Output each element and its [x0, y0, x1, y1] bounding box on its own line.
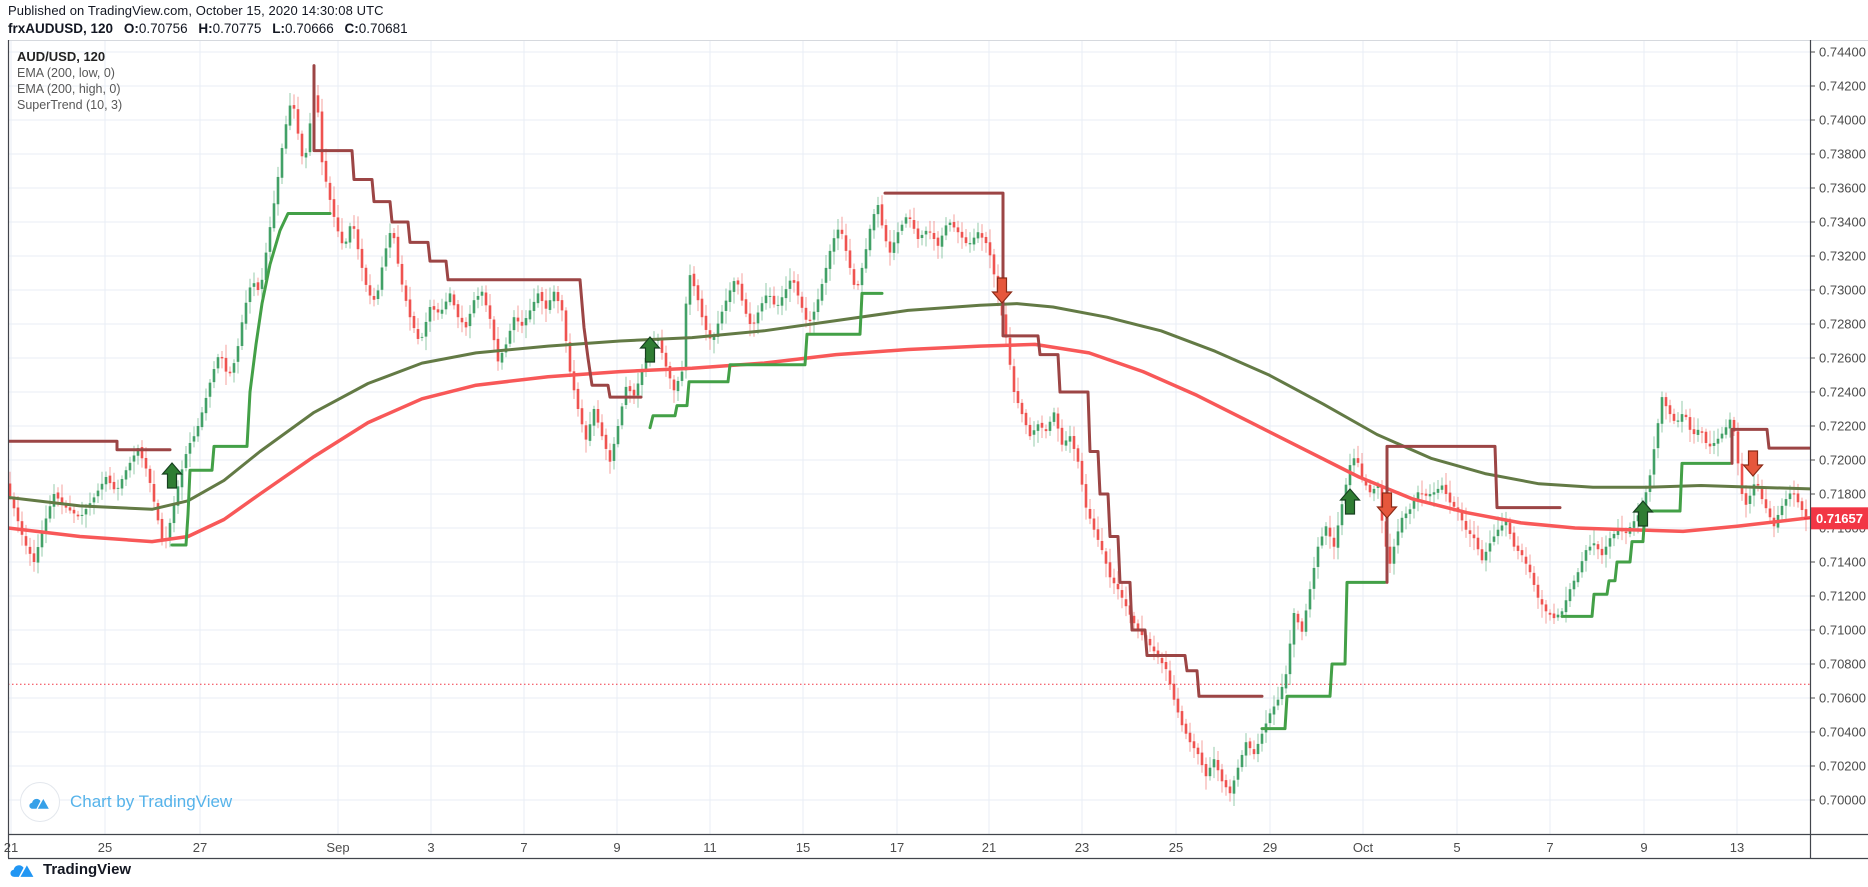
supertrend-down-segment — [1730, 427, 1810, 465]
watermark-label: Chart by TradingView — [70, 792, 233, 811]
price-tick-label: 0.73400 — [1819, 215, 1866, 230]
price-axis[interactable]: 0.74400 0.74200 0.74000 0.73800 0.73600 0.734… — [1804, 40, 1868, 858]
supertrend-line — [8, 64, 1810, 731]
legend-symbol-row[interactable]: AUD/USD, 120 — [17, 49, 106, 64]
time-tick-label: 21 — [4, 840, 18, 855]
time-axis[interactable]: 21 25 27 Sep 3 7 9 11 15 17 21 23 25 29 Oct 5 7 9 13 — [4, 840, 1744, 855]
chart-borders — [7, 40, 1868, 860]
legend: AUD/USD, 120 EMA (200, low, 0) EMA (200,… — [17, 49, 122, 113]
price-tick-label: 0.74000 — [1819, 113, 1866, 128]
time-tick-label: 7 — [520, 840, 527, 855]
time-tick-label: 3 — [427, 840, 434, 855]
footer-brand-label: TradingView — [43, 861, 132, 878]
time-tick-label: 9 — [613, 840, 620, 855]
time-tick-label: Oct — [1353, 840, 1374, 855]
ema-high-line — [8, 302, 1810, 511]
chart-header: Published on TradingView.com, October 15… — [8, 3, 408, 36]
time-tick-label: 23 — [1075, 840, 1089, 855]
legend-supertrend-row[interactable]: SuperTrend (10, 3) — [17, 98, 123, 112]
legend-ema-low-row[interactable]: EMA (200, low, 0) — [17, 66, 115, 80]
time-tick-label: Sep — [326, 840, 349, 855]
supertrend-down-segment — [8, 439, 172, 452]
price-tick-label: 0.71000 — [1819, 623, 1866, 638]
price-tick-label: 0.72600 — [1819, 351, 1866, 366]
close-label: C: — [344, 21, 359, 36]
price-tick-label: 0.72200 — [1819, 419, 1866, 434]
price-tick-label: 0.70000 — [1819, 793, 1866, 808]
price-tick-label: 0.70400 — [1819, 725, 1866, 740]
buy-arrow-icon — [639, 336, 661, 363]
price-tick-label: 0.73200 — [1819, 249, 1866, 264]
symbol-ohlc-line: frxAUDUSD, 120 O:0.70756 H:0.70775 L:0.7… — [8, 21, 408, 36]
close-value: 0.70681 — [358, 21, 408, 36]
time-tick-label: 9 — [1640, 840, 1647, 855]
time-tick-label: 5 — [1453, 840, 1460, 855]
supertrend-up-segment — [648, 291, 884, 430]
price-tick-label: 0.72400 — [1819, 385, 1866, 400]
footer-brand[interactable]: TradingView — [10, 861, 131, 878]
symbol-name: frxAUDUSD, 120 — [8, 21, 114, 36]
open-value: 0.70756 — [138, 21, 188, 36]
tradingview-watermark[interactable]: Chart by TradingView — [20, 782, 232, 822]
buy-arrow-icon — [1632, 500, 1654, 527]
plot-area[interactable] — [8, 64, 1810, 807]
published-line: Published on TradingView.com, October 15… — [8, 3, 384, 18]
legend-ema-high-row[interactable]: EMA (200, high, 0) — [17, 82, 121, 96]
high-value: 0.70775 — [212, 21, 262, 36]
time-tick-label: 7 — [1546, 840, 1553, 855]
price-tick-label: 0.72000 — [1819, 453, 1866, 468]
time-tick-label: 21 — [982, 840, 996, 855]
price-tick-label: 0.72800 — [1819, 317, 1866, 332]
sell-arrow-icon — [991, 277, 1013, 304]
buy-arrow-icon — [161, 462, 183, 489]
price-tick-label: 0.73600 — [1819, 181, 1866, 196]
sell-arrow-icon — [1376, 492, 1398, 519]
candle-series — [8, 85, 1808, 807]
price-tick-label: 0.70200 — [1819, 759, 1866, 774]
low-value: 0.70666 — [284, 21, 334, 36]
time-tick-label: 11 — [703, 840, 717, 855]
grid — [8, 40, 1810, 834]
buy-arrow-icon — [1339, 488, 1361, 515]
price-tick-label: 0.70800 — [1819, 657, 1866, 672]
low-label: L: — [272, 21, 285, 36]
price-tick-label: 0.71400 — [1819, 555, 1866, 570]
supertrend-up-segment — [1560, 461, 1732, 618]
tradingview-logo-icon — [29, 798, 49, 809]
price-tick-label: 0.71200 — [1819, 589, 1866, 604]
tradingview-logo-circle — [20, 782, 60, 822]
supertrend-up-segment — [1260, 580, 1387, 731]
high-label: H: — [198, 21, 213, 36]
price-tick-label: 0.70600 — [1819, 691, 1866, 706]
tradingview-footer-logo-icon — [10, 865, 34, 877]
last-price-value: 0.71657 — [1816, 511, 1863, 526]
time-tick-label: 27 — [193, 840, 207, 855]
time-tick-label: 17 — [890, 840, 904, 855]
supertrend-up-segment — [170, 212, 332, 547]
signal-arrows — [161, 277, 1764, 527]
open-label: O: — [123, 21, 139, 36]
price-tick-label: 0.73000 — [1819, 283, 1866, 298]
supertrend-down-segment — [312, 64, 643, 399]
price-tick-label: 0.73800 — [1819, 147, 1866, 162]
supertrend-down-segment — [1385, 444, 1562, 584]
time-tick-label: 29 — [1263, 840, 1277, 855]
time-tick-label: 25 — [1169, 840, 1183, 855]
price-tick-label: 0.71800 — [1819, 487, 1866, 502]
time-tick-label: 25 — [98, 840, 112, 855]
ema-low-line — [8, 342, 1810, 544]
supertrend-down-segment — [883, 191, 1264, 698]
sell-arrow-icon — [1742, 450, 1764, 477]
last-price-label: 0.71657 — [1804, 507, 1868, 530]
time-tick-label: 13 — [1730, 840, 1744, 855]
price-tick-label: 0.74200 — [1819, 79, 1866, 94]
price-tick-label: 0.74400 — [1819, 45, 1866, 60]
time-tick-label: 15 — [796, 840, 810, 855]
